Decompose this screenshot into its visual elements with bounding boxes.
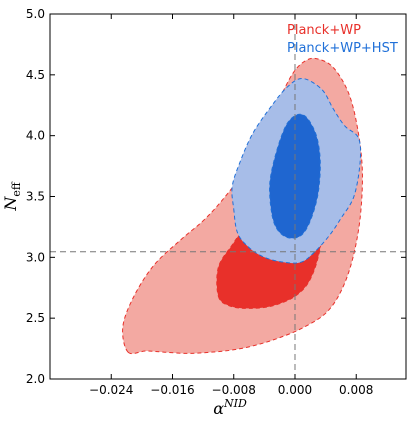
contour-layer <box>122 57 363 355</box>
axis-ticks: −0.024 −0.016 −0.008 0.000 0.008 2.0 2.5 3.0 3.5… <box>26 7 406 397</box>
legend-label-planck-wp-hst: Planck+WP+HST <box>287 41 398 56</box>
legend-label-planck-wp: Planck+WP <box>287 23 361 38</box>
y-tick-label: 5.0 <box>26 7 45 21</box>
x-axis-label: αNID <box>213 397 247 418</box>
y-axis-label: Neff <box>1 181 23 212</box>
x-tick-label: 0.008 <box>339 383 373 397</box>
x-axis-label-main: α <box>213 399 224 418</box>
legend: Planck+WP Planck+WP+HST <box>287 23 398 56</box>
y-tick-label: 4.0 <box>26 129 45 143</box>
x-tick-label: −0.024 <box>89 383 133 397</box>
y-tick-label: 2.5 <box>26 311 45 325</box>
y-tick-label: 4.5 <box>26 68 45 82</box>
x-tick-label: 0.000 <box>278 383 312 397</box>
x-tick-label: −0.008 <box>212 383 256 397</box>
y-tick-label: 3.0 <box>26 250 45 264</box>
y-axis-label-main: N <box>1 196 20 212</box>
reference-lines <box>50 14 406 379</box>
y-tick-label: 3.5 <box>26 190 45 204</box>
y-axis-label-subscript: eff <box>10 181 23 197</box>
x-axis-label-superscript: NID <box>223 397 247 410</box>
y-tick-label: 2.0 <box>26 372 45 386</box>
x-tick-label: −0.016 <box>150 383 194 397</box>
